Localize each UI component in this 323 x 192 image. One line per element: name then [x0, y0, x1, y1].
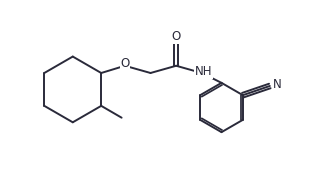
Text: O: O — [172, 30, 181, 43]
Text: O: O — [120, 57, 130, 70]
Text: N: N — [273, 78, 281, 91]
Text: NH: NH — [195, 65, 212, 78]
